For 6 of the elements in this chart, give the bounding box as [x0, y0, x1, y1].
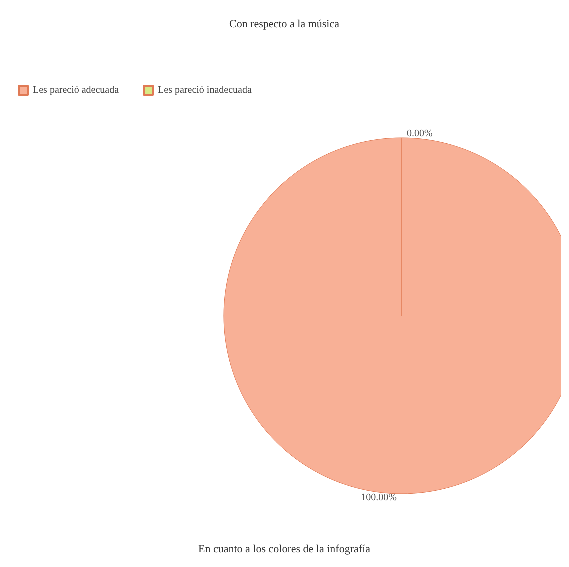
legend-label: Les pareció inadecuada [158, 85, 252, 96]
text: 0.00% [407, 128, 433, 140]
text: En cuanto a los colores de la infografía [198, 544, 371, 556]
chart-title: Con respecto a la música [230, 18, 340, 30]
data-label: 100.00% [361, 492, 397, 504]
legend-label: Les pareció adecuada [33, 85, 120, 96]
